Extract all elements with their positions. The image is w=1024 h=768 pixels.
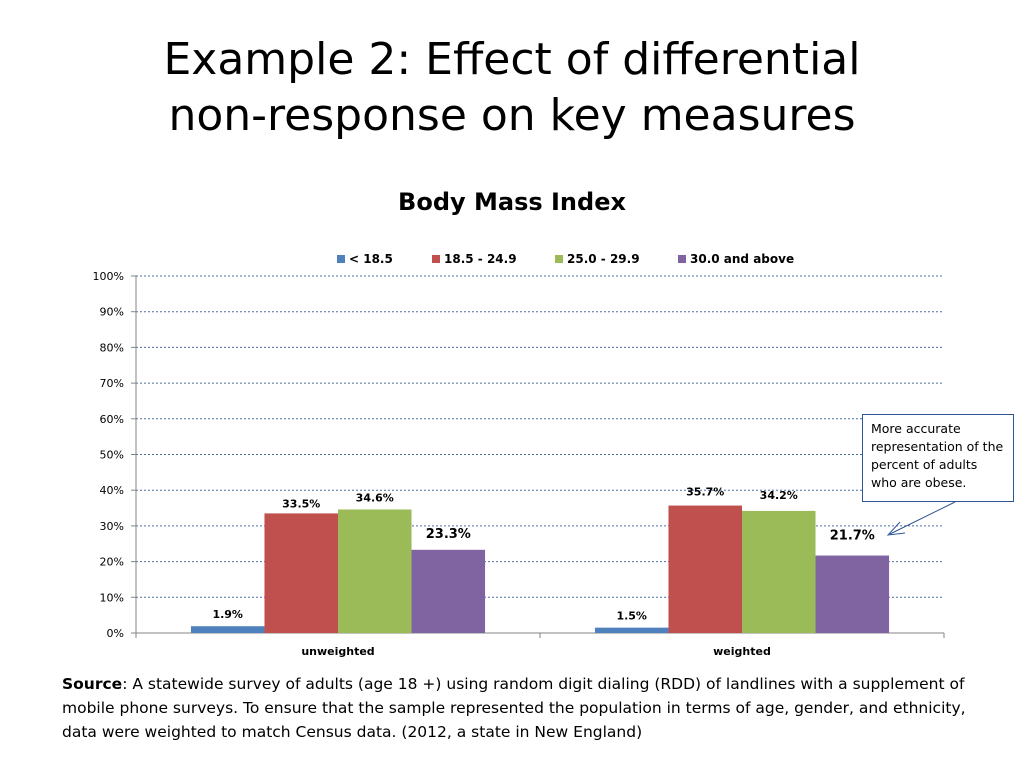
data-label: 21.7% <box>830 529 875 544</box>
data-label: 1.9% <box>212 608 243 621</box>
bar-unweighted-1 <box>264 513 338 633</box>
chart-legend: < 18.5 18.5 - 24.9 25.0 - 29.9 30.0 and … <box>0 250 1024 268</box>
slide-title: Example 2: Effect of differential non-re… <box>0 32 1024 144</box>
legend-label: < 18.5 <box>349 252 393 266</box>
y-tick-label: 70% <box>100 377 124 390</box>
legend-item-lt-18-5: < 18.5 <box>337 250 393 268</box>
chart-title: Body Mass Index <box>398 188 626 216</box>
bar-unweighted-0 <box>190 626 265 633</box>
y-tick-label: 0% <box>107 627 124 640</box>
legend-swatch <box>678 255 686 263</box>
source-note: Source: A statewide survey of adults (ag… <box>62 672 982 744</box>
data-label: 33.5% <box>282 497 320 510</box>
y-tick-label: 20% <box>100 556 124 569</box>
data-label: 23.3% <box>426 527 471 542</box>
legend-swatch <box>337 255 345 263</box>
y-tick-label: 80% <box>100 341 124 354</box>
callout-arrow-line <box>889 501 956 535</box>
bar-weighted-3 <box>815 555 890 633</box>
obesity-callout: More accurate representation of the perc… <box>862 414 1014 502</box>
x-category-label: weighted <box>713 645 771 658</box>
data-label: 1.5% <box>616 610 647 623</box>
y-tick-label: 40% <box>100 484 124 497</box>
y-tick-label: 60% <box>100 413 124 426</box>
legend-item-18-5-24-9: 18.5 - 24.9 <box>432 250 517 268</box>
legend-label: 25.0 - 29.9 <box>567 252 640 266</box>
y-tick-label: 10% <box>100 591 124 604</box>
y-tick-label: 100% <box>93 270 124 283</box>
legend-label: 30.0 and above <box>690 252 795 266</box>
bar-unweighted-3 <box>411 549 486 633</box>
y-tick-label: 50% <box>100 449 124 462</box>
slide-title-line-1: Example 2: Effect of differential <box>163 34 861 85</box>
legend-label: 18.5 - 24.9 <box>444 252 517 266</box>
legend-swatch <box>555 255 563 263</box>
legend-swatch <box>432 255 440 263</box>
y-tick-label: 90% <box>100 306 124 319</box>
legend-item-30-and-above: 30.0 and above <box>678 250 794 268</box>
x-category-label: unweighted <box>301 645 374 658</box>
source-text: : A statewide survey of adults (age 18 +… <box>62 675 966 741</box>
data-label: 34.2% <box>760 489 798 502</box>
bar-weighted-1 <box>668 505 742 633</box>
data-label: 35.7% <box>686 486 724 499</box>
bar-unweighted-2 <box>338 509 412 633</box>
bar-weighted-0 <box>594 627 669 633</box>
source-label: Source <box>62 675 123 693</box>
callout-arrow-head <box>886 521 906 536</box>
data-label: 34.6% <box>356 491 394 504</box>
legend-item-25-0-29-9: 25.0 - 29.9 <box>555 250 640 268</box>
slide-title-line-2: non-response on key measures <box>168 90 856 141</box>
bar-weighted-2 <box>742 510 816 633</box>
y-tick-label: 30% <box>100 520 124 533</box>
